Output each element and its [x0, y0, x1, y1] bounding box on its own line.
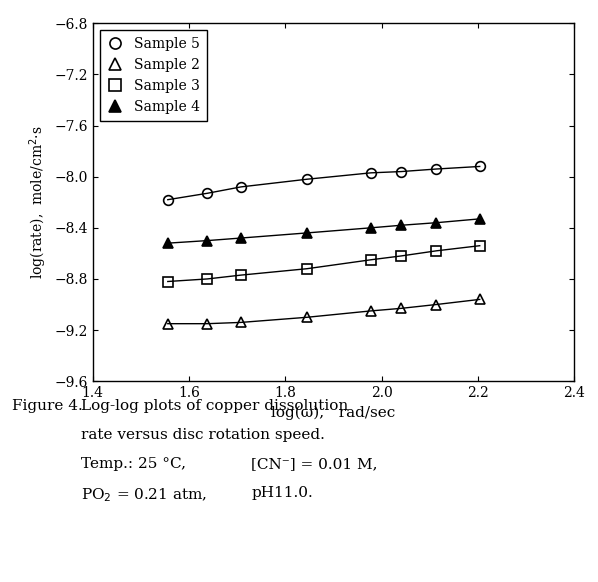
Text: rate versus disc rotation speed.: rate versus disc rotation speed.	[81, 428, 325, 442]
Text: Log-log plots of copper dissolution: Log-log plots of copper dissolution	[81, 399, 348, 413]
Text: Figure 4.: Figure 4.	[12, 399, 83, 413]
Text: PO$_2$ = 0.21 atm,: PO$_2$ = 0.21 atm,	[81, 486, 207, 503]
Text: Temp.: 25 °C,: Temp.: 25 °C,	[81, 457, 186, 471]
X-axis label: log(ω),   rad/sec: log(ω), rad/sec	[271, 406, 395, 420]
Text: [CN⁻] = 0.01 M,: [CN⁻] = 0.01 M,	[251, 457, 378, 471]
Text: pH11.0.: pH11.0.	[251, 486, 313, 500]
Y-axis label: log(rate),  mole/cm$^2$$\cdot$s: log(rate), mole/cm$^2$$\cdot$s	[27, 125, 49, 279]
Legend: Sample 5, Sample 2, Sample 3, Sample 4: Sample 5, Sample 2, Sample 3, Sample 4	[100, 30, 208, 121]
